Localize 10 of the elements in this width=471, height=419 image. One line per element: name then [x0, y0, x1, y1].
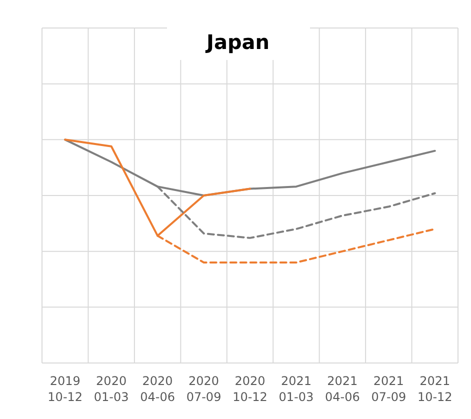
chart-title: Japan — [166, 24, 310, 60]
x-tick-label: 2021 10-12 — [417, 374, 452, 404]
x-tick-label: 2020 01-03 — [94, 374, 129, 404]
x-tick-label: 2020 07-09 — [186, 374, 222, 404]
x-tick-label: 2021 01-03 — [278, 374, 314, 404]
x-tick-label: 2020 04-06 — [140, 374, 175, 404]
x-tick-label: 2019 10-12 — [48, 374, 83, 404]
x-tick-label: 2021 04-06 — [325, 374, 360, 404]
x-tick-label: 2020 10-12 — [232, 374, 268, 404]
x-tick-label: 2021 07-09 — [371, 374, 406, 404]
